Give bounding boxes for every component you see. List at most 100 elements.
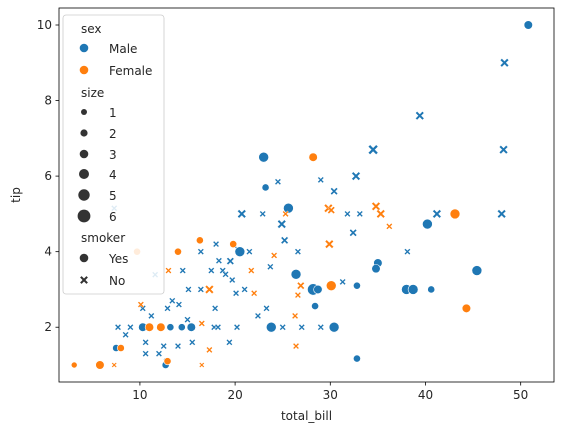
data-point: [294, 291, 302, 299]
data-point: [317, 176, 325, 184]
data-point: [254, 312, 262, 320]
data-point: [270, 252, 278, 259]
y-tick-label: 2: [44, 320, 52, 334]
data-point: [327, 206, 336, 215]
data-point: [353, 354, 361, 363]
data-point: [265, 321, 277, 333]
legend-label-size-4: 4: [109, 168, 117, 182]
data-point: [261, 183, 270, 192]
data-point: [317, 323, 325, 331]
y-tick-label: 4: [44, 245, 52, 259]
legend-marker-size-5: [78, 189, 90, 201]
data-point: [226, 257, 235, 266]
data-point: [222, 270, 229, 278]
data-point: [185, 286, 192, 293]
legend-label-smoker-yes: Yes: [108, 252, 128, 266]
data-point: [114, 323, 122, 331]
legend-marker-male: [79, 43, 89, 53]
y-tick-label: 6: [44, 169, 52, 183]
data-point: [144, 322, 155, 332]
data-point: [163, 357, 172, 366]
data-point: [212, 240, 220, 248]
data-point: [277, 219, 287, 229]
data-point: [415, 111, 425, 121]
legend-marker-smoker-yes: [79, 253, 89, 263]
data-point: [258, 151, 269, 163]
data-point: [263, 304, 270, 312]
data-point: [308, 152, 318, 162]
data-point: [344, 210, 351, 218]
data-point: [385, 223, 393, 230]
legend-marker-size-2: [80, 129, 88, 137]
legend-title-sex: sex: [81, 22, 102, 36]
data-point: [371, 201, 381, 211]
x-tick-label: 50: [513, 388, 528, 402]
data-point: [247, 267, 255, 274]
data-point: [339, 278, 347, 286]
data-point: [198, 362, 205, 368]
y-tick-label: 10: [37, 18, 52, 32]
data-point: [353, 281, 361, 290]
x-axis: 10 20 30 40 50: [132, 382, 528, 402]
y-tick-label: 8: [44, 94, 52, 108]
data-point: [461, 303, 472, 313]
x-tick-label: 30: [323, 388, 338, 402]
legend-marker-smoker-no: [80, 276, 88, 284]
data-point: [214, 323, 222, 331]
data-point: [197, 248, 205, 256]
data-point: [186, 322, 196, 332]
legend-marker-size-4: [79, 169, 89, 179]
data-point: [298, 323, 306, 331]
y-axis-label: tip: [9, 187, 23, 203]
data-point: [168, 297, 176, 305]
data-point: [404, 248, 411, 256]
data-point: [296, 281, 305, 290]
data-point: [232, 289, 240, 297]
data-point: [313, 284, 323, 295]
data-point: [233, 323, 241, 331]
data-point: [356, 210, 364, 218]
legend-title-smoker: smoker: [81, 231, 125, 245]
data-point: [246, 248, 253, 256]
data-point: [174, 247, 182, 256]
data-point: [328, 321, 340, 333]
x-tick-label: 40: [418, 388, 433, 402]
data-point: [349, 228, 358, 237]
data-point: [111, 362, 118, 368]
data-point: [175, 301, 183, 308]
data-point: [330, 187, 339, 196]
data-point: [156, 322, 166, 332]
data-point: [250, 289, 258, 297]
data-point: [174, 342, 182, 350]
data-point: [241, 286, 248, 293]
legend-label-smoker-no: No: [109, 274, 125, 288]
legend-title-size: size: [81, 86, 104, 100]
data-point: [279, 323, 287, 331]
data-point: [198, 320, 206, 327]
data-point: [449, 208, 461, 220]
data-point: [294, 248, 302, 256]
data-point: [280, 236, 289, 245]
data-point: [422, 218, 433, 230]
data-point: [166, 323, 175, 332]
data-point: [427, 285, 436, 294]
data-point: [523, 20, 533, 30]
data-point: [432, 209, 442, 219]
data-point: [228, 276, 236, 284]
data-point: [371, 264, 381, 274]
data-point: [95, 360, 105, 370]
legend-label-size-1: 1: [109, 106, 117, 120]
data-point: [116, 344, 125, 352]
data-point: [206, 346, 213, 354]
y-axis: 2 4 6 8 10: [37, 18, 59, 334]
data-point: [499, 58, 510, 68]
data-point: [497, 209, 507, 219]
legend-marker-female: [79, 65, 89, 75]
data-point: [160, 342, 168, 350]
data-point: [237, 209, 247, 219]
data-point: [127, 323, 134, 331]
data-point: [164, 304, 171, 312]
data-point: [266, 263, 274, 271]
legend-label-male: Male: [109, 42, 137, 56]
data-point: [259, 210, 267, 218]
